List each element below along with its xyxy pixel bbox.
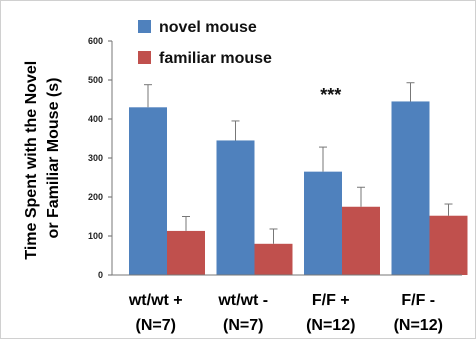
bar-novel [129, 107, 167, 275]
y-axis-label-line-1: Time Spent with the Novel [23, 61, 40, 260]
x-category-sublabel: (N=12) [306, 317, 355, 334]
y-tick-label: 400 [88, 114, 103, 124]
x-category-label: wt/wt + [128, 292, 183, 309]
y-axis-label: Time Spent with the Novel or Familiar Mo… [23, 56, 62, 259]
legend-label: novel mouse [159, 19, 257, 36]
x-category-sublabel: (N=7) [223, 317, 263, 334]
bar-familiar [429, 215, 468, 275]
axes [111, 41, 462, 276]
y-axis-ticks: 0 100 200 300 400 500 600 [88, 36, 112, 280]
y-tick-label: 500 [88, 75, 103, 85]
x-category-label: wt/wt - [217, 292, 268, 309]
x-category-label: F/F - [401, 292, 435, 309]
significance-annotation: *** [320, 85, 341, 105]
y-tick-label: 300 [88, 153, 103, 163]
y-tick-label: 200 [88, 192, 103, 202]
y-axis-label-line-2: or Familiar Mouse (s) [45, 78, 62, 239]
y-tick-label: 0 [98, 270, 103, 280]
x-category-sublabel: (N=7) [136, 317, 176, 334]
bars [129, 82, 468, 275]
legend: novel mouse familiar mouse [138, 19, 272, 67]
bar-familiar [254, 243, 293, 275]
legend-swatch [138, 20, 151, 33]
bar-familiar [167, 230, 205, 275]
y-tick-label: 100 [88, 231, 103, 241]
legend-swatch [138, 51, 151, 64]
x-category-sublabel: (N=12) [394, 317, 443, 334]
bar-novel [304, 171, 342, 275]
annotations: *** [320, 85, 341, 105]
legend-label: familiar mouse [159, 50, 272, 67]
x-axis-categories: wt/wt + (N=7) wt/wt - (N=7) F/F + (N=12) F/F -… [128, 292, 443, 334]
bar-familiar [342, 206, 380, 275]
bar-novel [216, 140, 255, 275]
y-tick-label: 600 [88, 36, 103, 46]
x-category-label: F/F + [312, 292, 350, 309]
bar-novel [391, 101, 430, 275]
